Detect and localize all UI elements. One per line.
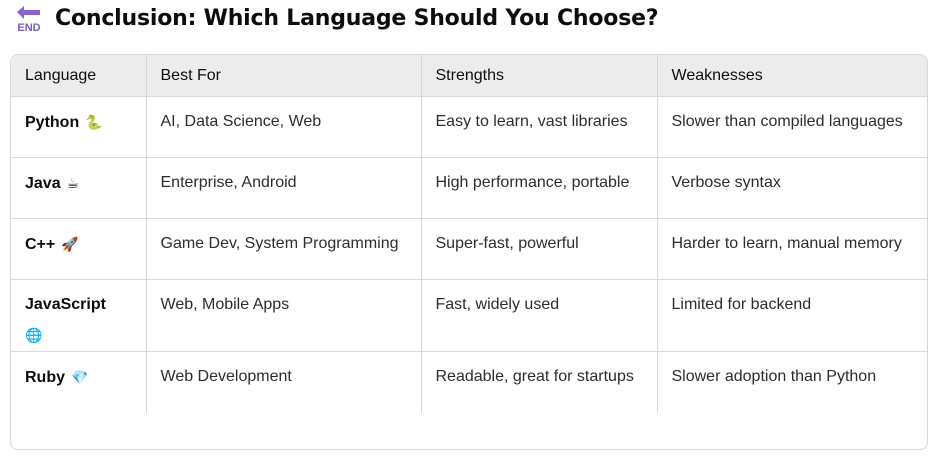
language-name: Python bbox=[25, 114, 80, 131]
language-name: Ruby bbox=[25, 369, 65, 386]
weaknesses-cell: Verbose syntax bbox=[657, 157, 927, 219]
best-for-cell: Enterprise, Android bbox=[146, 157, 422, 219]
best-for-cell: Web Development bbox=[146, 351, 422, 413]
language-cell: Java ☕ bbox=[11, 157, 147, 219]
language-cell: JavaScript 🌐 bbox=[11, 279, 147, 352]
strengths-cell: Fast, widely used bbox=[421, 279, 658, 352]
language-cell: Python 🐍 bbox=[11, 96, 147, 158]
best-for-cell: AI, Data Science, Web bbox=[146, 96, 422, 158]
strengths-cell: Easy to learn, vast libraries bbox=[421, 96, 658, 158]
rocket-icon: 🚀 bbox=[61, 236, 79, 252]
weaknesses-cell: Slower than compiled languages bbox=[657, 96, 927, 158]
table-row: Java ☕ Enterprise, Android High performan… bbox=[11, 157, 927, 219]
column-header-best-for: Best For bbox=[146, 55, 422, 97]
weaknesses-cell: Limited for backend bbox=[657, 279, 927, 352]
comparison-table: Language Best For Strengths Weaknesses P… bbox=[10, 54, 928, 450]
table-row: JavaScript 🌐 Web, Mobile Apps Fast, widel… bbox=[11, 279, 927, 352]
end-arrow-icon: END bbox=[12, 1, 46, 35]
table-row: Python 🐍 AI, Data Science, Web Easy to le… bbox=[11, 96, 927, 158]
table-row: Ruby 💎 Web Development Readable, great fo… bbox=[11, 351, 927, 413]
table-row: C++ 🚀 Game Dev, System Programming Super-… bbox=[11, 218, 927, 280]
language-name: JavaScript bbox=[25, 296, 106, 313]
globe-icon: 🌐 bbox=[25, 327, 43, 343]
strengths-cell: Readable, great for startups bbox=[421, 351, 658, 413]
column-header-language: Language bbox=[11, 55, 147, 97]
page-title: Conclusion: Which Language Should You Ch… bbox=[55, 5, 659, 31]
gem-icon: 💎 bbox=[71, 369, 89, 385]
strengths-cell: High performance, portable bbox=[421, 157, 658, 219]
language-cell: C++ 🚀 bbox=[11, 218, 147, 280]
best-for-cell: Game Dev, System Programming bbox=[146, 218, 422, 280]
snake-icon: 🐍 bbox=[85, 114, 103, 130]
heading: END Conclusion: Which Language Should Yo… bbox=[12, 0, 659, 36]
weaknesses-cell: Harder to learn, manual memory bbox=[657, 218, 927, 280]
column-header-strengths: Strengths bbox=[421, 55, 658, 97]
language-name: C++ bbox=[25, 236, 56, 253]
column-header-weaknesses: Weaknesses bbox=[657, 55, 927, 97]
svg-text:END: END bbox=[17, 22, 40, 34]
language-name: Java bbox=[25, 175, 61, 192]
table-header-row: Language Best For Strengths Weaknesses bbox=[11, 55, 927, 97]
strengths-cell: Super-fast, powerful bbox=[421, 218, 658, 280]
language-cell: Ruby 💎 bbox=[11, 351, 147, 413]
coffee-icon: ☕ bbox=[66, 175, 80, 191]
weaknesses-cell: Slower adoption than Python bbox=[671, 368, 877, 385]
best-for-cell: Web, Mobile Apps bbox=[146, 279, 422, 352]
